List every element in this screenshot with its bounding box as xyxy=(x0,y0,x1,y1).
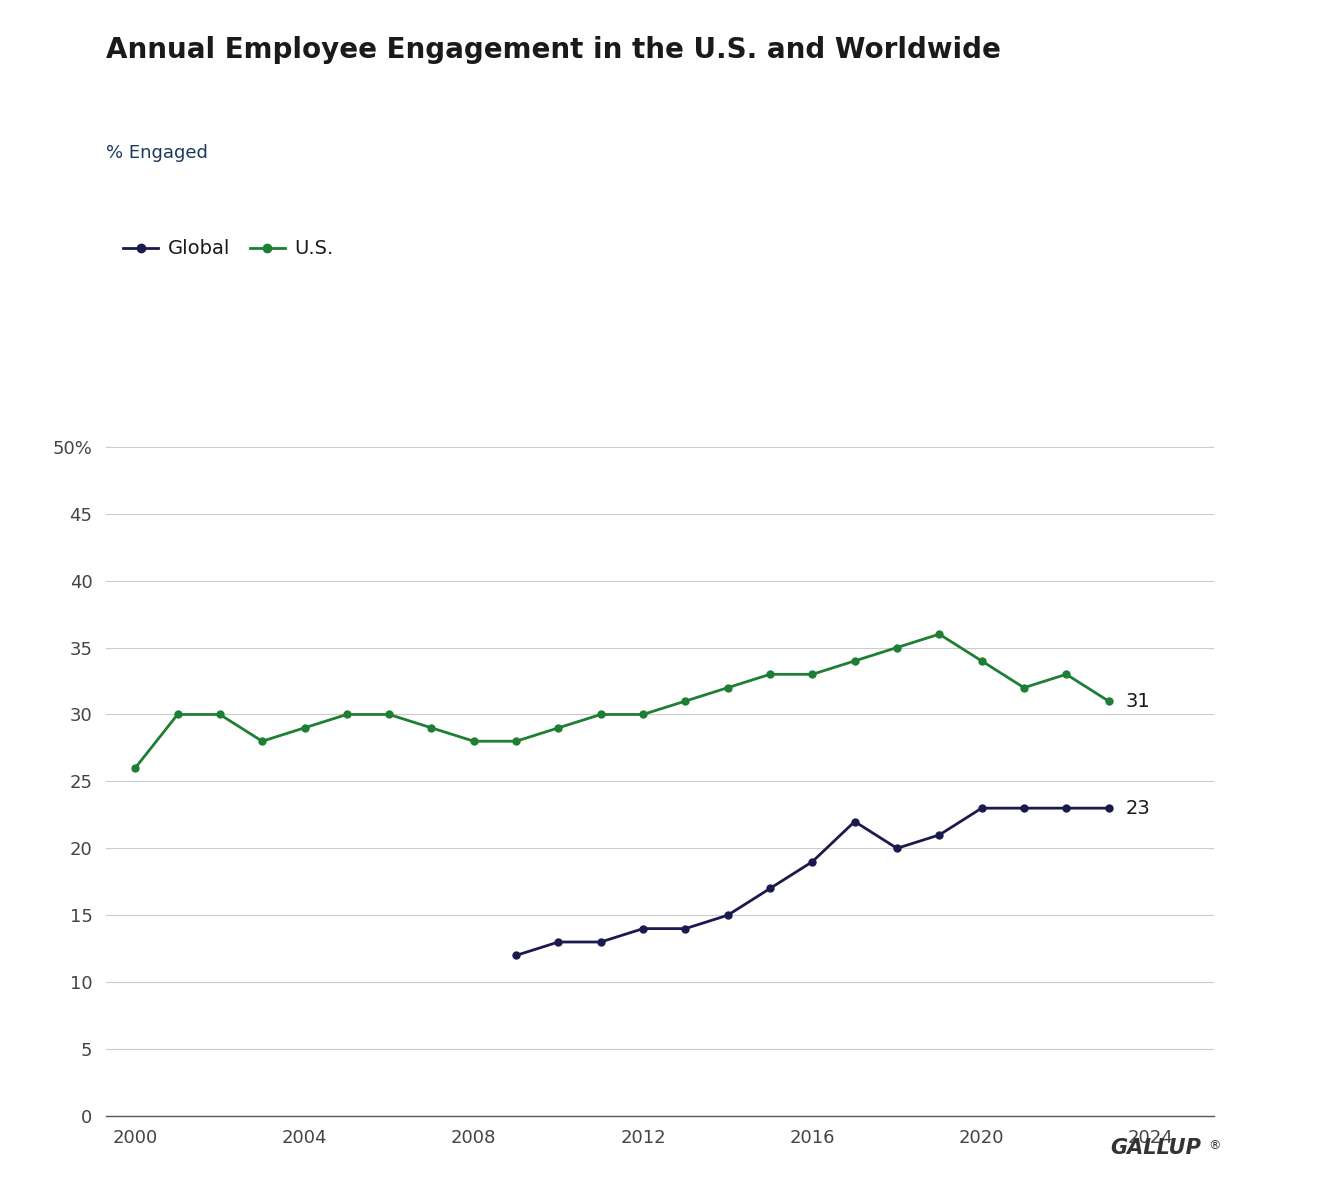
Legend: Global, U.S.: Global, U.S. xyxy=(115,232,342,266)
Text: GALLUP: GALLUP xyxy=(1110,1138,1201,1158)
Text: ®: ® xyxy=(1208,1139,1220,1152)
Text: 23: 23 xyxy=(1126,799,1150,817)
Text: 31: 31 xyxy=(1126,691,1150,710)
Text: % Engaged: % Engaged xyxy=(106,144,207,162)
Text: Annual Employee Engagement in the U.S. and Worldwide: Annual Employee Engagement in the U.S. a… xyxy=(106,36,1001,64)
